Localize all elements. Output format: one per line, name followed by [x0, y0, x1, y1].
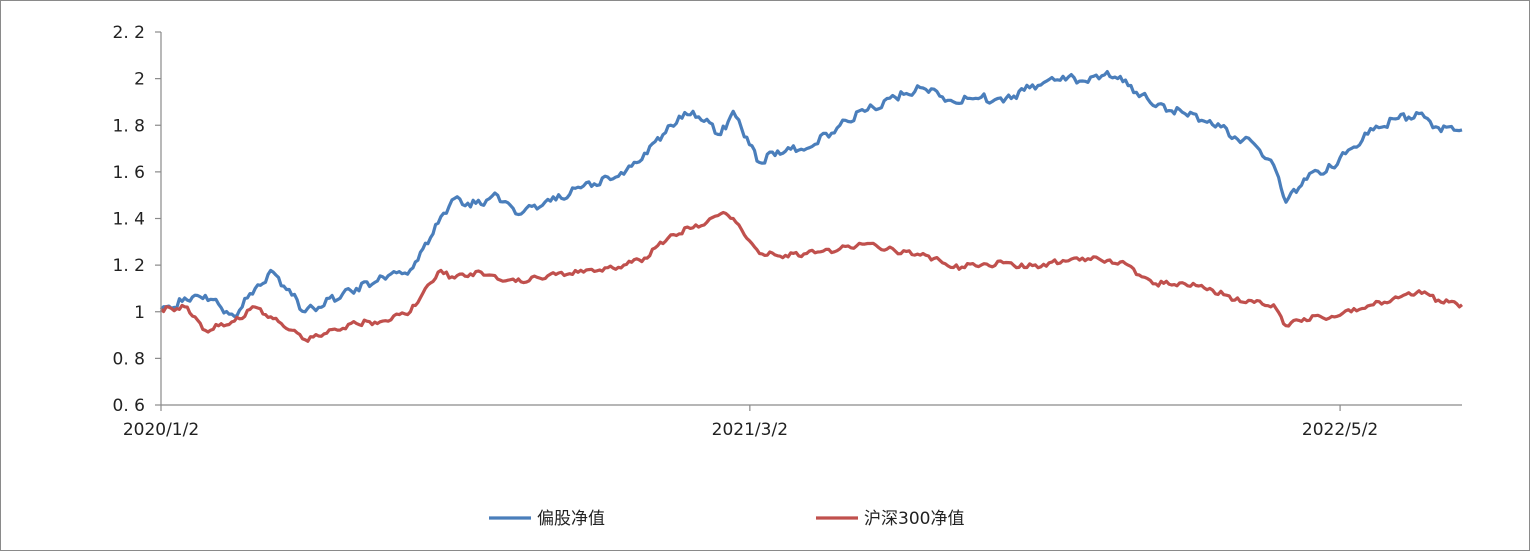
legend: 偏股净值 沪深300净值	[489, 509, 964, 529]
x-tick-label: 2021/3/2	[712, 420, 788, 440]
x-tick-label: 2020/1/2	[123, 420, 199, 440]
y-tick-label: 1. 8	[113, 116, 145, 136]
y-tick-label: 2. 2	[113, 23, 145, 43]
y-tick-label: 0. 6	[113, 396, 145, 416]
plot-area	[159, 70, 1464, 343]
legend-label-2: 沪深300净值	[864, 509, 964, 529]
y-ticks: 0. 6 0. 8 1 1. 2 1. 4 1. 6 1. 8 2 2. 2	[113, 23, 161, 416]
x-tick-label: 2022/5/2	[1302, 420, 1378, 440]
series-line-1	[159, 70, 1463, 318]
y-tick-label: 1	[134, 303, 145, 323]
y-tick-label: 2	[134, 70, 145, 90]
legend-label-1: 偏股净值	[537, 509, 605, 529]
axes	[160, 32, 1462, 406]
y-tick-label: 1. 6	[113, 163, 145, 183]
y-tick-label: 0. 8	[113, 349, 145, 369]
x-ticks: 2020/1/2 2021/3/2 2022/5/2	[123, 405, 1378, 440]
y-tick-label: 1. 4	[113, 210, 145, 230]
series-line-2	[159, 210, 1464, 343]
y-tick-label: 1. 2	[113, 256, 145, 276]
